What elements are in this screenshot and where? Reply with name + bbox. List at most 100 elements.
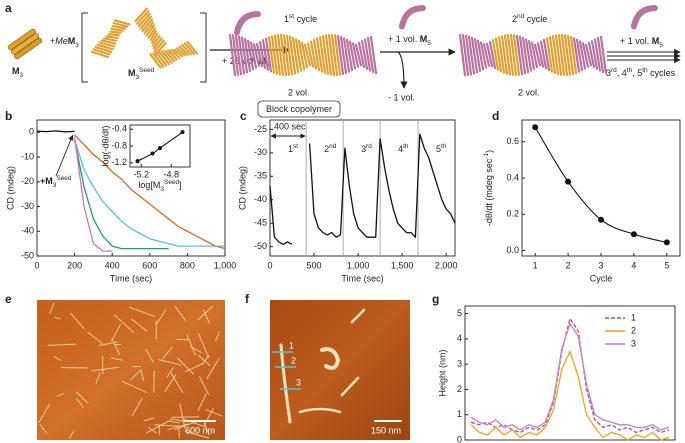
- x-tick-label: 1,000: [347, 260, 370, 270]
- data-point: [598, 216, 604, 223]
- fiber: [56, 393, 65, 397]
- helix-rod: [109, 30, 122, 34]
- helix-rod: [497, 36, 506, 74]
- helix-rod: [473, 37, 482, 73]
- helix-rod: [342, 37, 351, 73]
- seed: [149, 40, 199, 69]
- fiber: [178, 427, 180, 439]
- helix-rod: [527, 40, 536, 70]
- helix-rod: [96, 43, 114, 51]
- helix-rod: [509, 33, 518, 77]
- profile-label: 3: [296, 377, 301, 387]
- helix-rod: [152, 52, 165, 68]
- helix-rod: [593, 38, 602, 72]
- data-line: [269, 133, 456, 245]
- helix-rod: [360, 40, 369, 70]
- label-m3: M3: [12, 66, 24, 78]
- label-volume: 2 vol.: [518, 87, 540, 97]
- data-point: [663, 239, 670, 246]
- fiber: [112, 339, 120, 355]
- helix-rod: [596, 36, 605, 74]
- y-tick-label: -30: [21, 201, 34, 211]
- fiber: [38, 404, 50, 423]
- y-tick-label: -50: [254, 241, 267, 251]
- helix-rod: [276, 34, 285, 76]
- text-part: + 1 vol.: [620, 36, 652, 46]
- box: [257, 100, 341, 118]
- helix-rod: [467, 35, 476, 75]
- y-tick-label: -20: [21, 176, 34, 186]
- helix-rod: [363, 38, 372, 72]
- fiber: [184, 431, 210, 439]
- helix-rod: [366, 36, 375, 74]
- text-part: nd: [517, 13, 525, 20]
- helix-rod: [303, 43, 312, 67]
- text-part: log[M: [138, 180, 160, 190]
- helix-rod: [186, 40, 199, 55]
- fiber: [95, 372, 101, 385]
- text-part: 3: [53, 182, 57, 189]
- panel-label: g: [432, 292, 439, 306]
- x-axis-label: log[M3Seed]: [138, 179, 181, 193]
- monomer-m5: [630, 5, 658, 30]
- label-remove: - 1 vol.: [388, 92, 415, 102]
- y-tick-label: 2: [457, 384, 462, 394]
- helix-rod: [563, 34, 572, 76]
- x-tick-label: 0: [34, 260, 39, 270]
- y-tick-label: 1: [457, 409, 462, 419]
- fiber: [199, 376, 210, 395]
- text-part: M: [652, 36, 660, 46]
- x-tick-label: 0: [267, 260, 272, 270]
- annotation: 400 sec: [274, 121, 306, 131]
- helix-rod: [105, 35, 119, 40]
- helix-rod: [518, 35, 527, 75]
- helix-rod: [339, 35, 348, 75]
- cycle-label: 5th: [436, 143, 447, 155]
- fiber: [146, 419, 172, 434]
- helix-rod: [178, 45, 189, 56]
- helix-rod: [149, 30, 157, 42]
- helix-rod: [155, 51, 168, 67]
- helix-rod: [291, 36, 300, 74]
- monomer-m3: [7, 28, 43, 60]
- fiber: [39, 424, 48, 434]
- scale-label: 150 nm: [371, 425, 401, 435]
- helix-rod: [476, 39, 485, 71]
- text-part: M: [420, 34, 428, 44]
- text-part: 4: [398, 144, 403, 154]
- helix-rod: [158, 50, 170, 66]
- helix-rod: [243, 37, 252, 73]
- helix-rod: [231, 34, 240, 76]
- helix-rod: [137, 12, 151, 28]
- y-tick-label: 0: [457, 434, 462, 443]
- helix-rod: [240, 36, 249, 74]
- helix-rod: [252, 43, 261, 67]
- fiber: [91, 366, 120, 372]
- helix-rod: [175, 47, 186, 57]
- helix-rod: [111, 24, 127, 30]
- helix-rod: [551, 34, 560, 76]
- helix-rod: [348, 40, 357, 70]
- helix-rod: [500, 35, 509, 75]
- helix-rod: [318, 35, 327, 75]
- y-tick-label: 4: [457, 333, 462, 343]
- helix-rod: [369, 35, 378, 75]
- fiber: [170, 372, 184, 394]
- x-tick-label: 400: [105, 260, 120, 270]
- helix-rod: [345, 38, 354, 72]
- data-line: [73, 139, 169, 250]
- fiber: [113, 314, 135, 334]
- helix-rod: [90, 50, 110, 58]
- helix-rod: [515, 34, 524, 76]
- afm-image: [37, 300, 225, 440]
- helix-rod: [312, 38, 321, 72]
- text-part: M: [128, 68, 136, 78]
- fiber: [203, 422, 210, 436]
- seed: [134, 7, 167, 56]
- data-line: [73, 139, 225, 247]
- helix-rod: [151, 32, 159, 44]
- text-part: Me: [55, 36, 68, 46]
- y-tick-label: 3: [457, 359, 462, 369]
- label-block: Block copolymer: [266, 104, 332, 114]
